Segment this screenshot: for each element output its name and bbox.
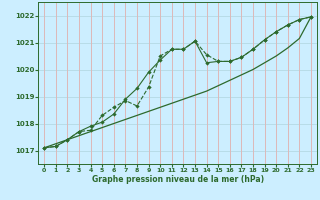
X-axis label: Graphe pression niveau de la mer (hPa): Graphe pression niveau de la mer (hPa) [92,175,264,184]
